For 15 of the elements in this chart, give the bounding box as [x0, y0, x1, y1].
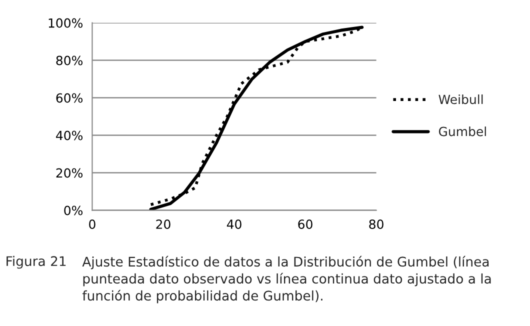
y-tick-label: 100%	[48, 18, 82, 28]
y-tick-label: 0%	[64, 206, 83, 216]
legend-label: Weibull	[438, 94, 483, 104]
x-tick-label: 0	[89, 220, 96, 229]
y-tick-label: 20%	[56, 168, 82, 178]
legend-label: Gumbel	[438, 126, 486, 136]
text: Figura 21	[6, 256, 66, 269]
x-tick-label: 80	[369, 220, 384, 229]
y-tick-label: 40%	[56, 130, 82, 140]
x-tick-label: 40	[226, 220, 242, 229]
y-tick-label: 80%	[56, 56, 82, 66]
text: Ajuste Estadístico de datos a la Distribución de Gumbel (línea punteada dato observado vs línea continua dato ajustado a la función de probabilidad de Gumbel).	[82, 256, 491, 304]
x-tick-label: 20	[156, 220, 170, 229]
x-tick-label: 60	[298, 220, 312, 229]
y-tick-label: 60%	[56, 93, 82, 103]
